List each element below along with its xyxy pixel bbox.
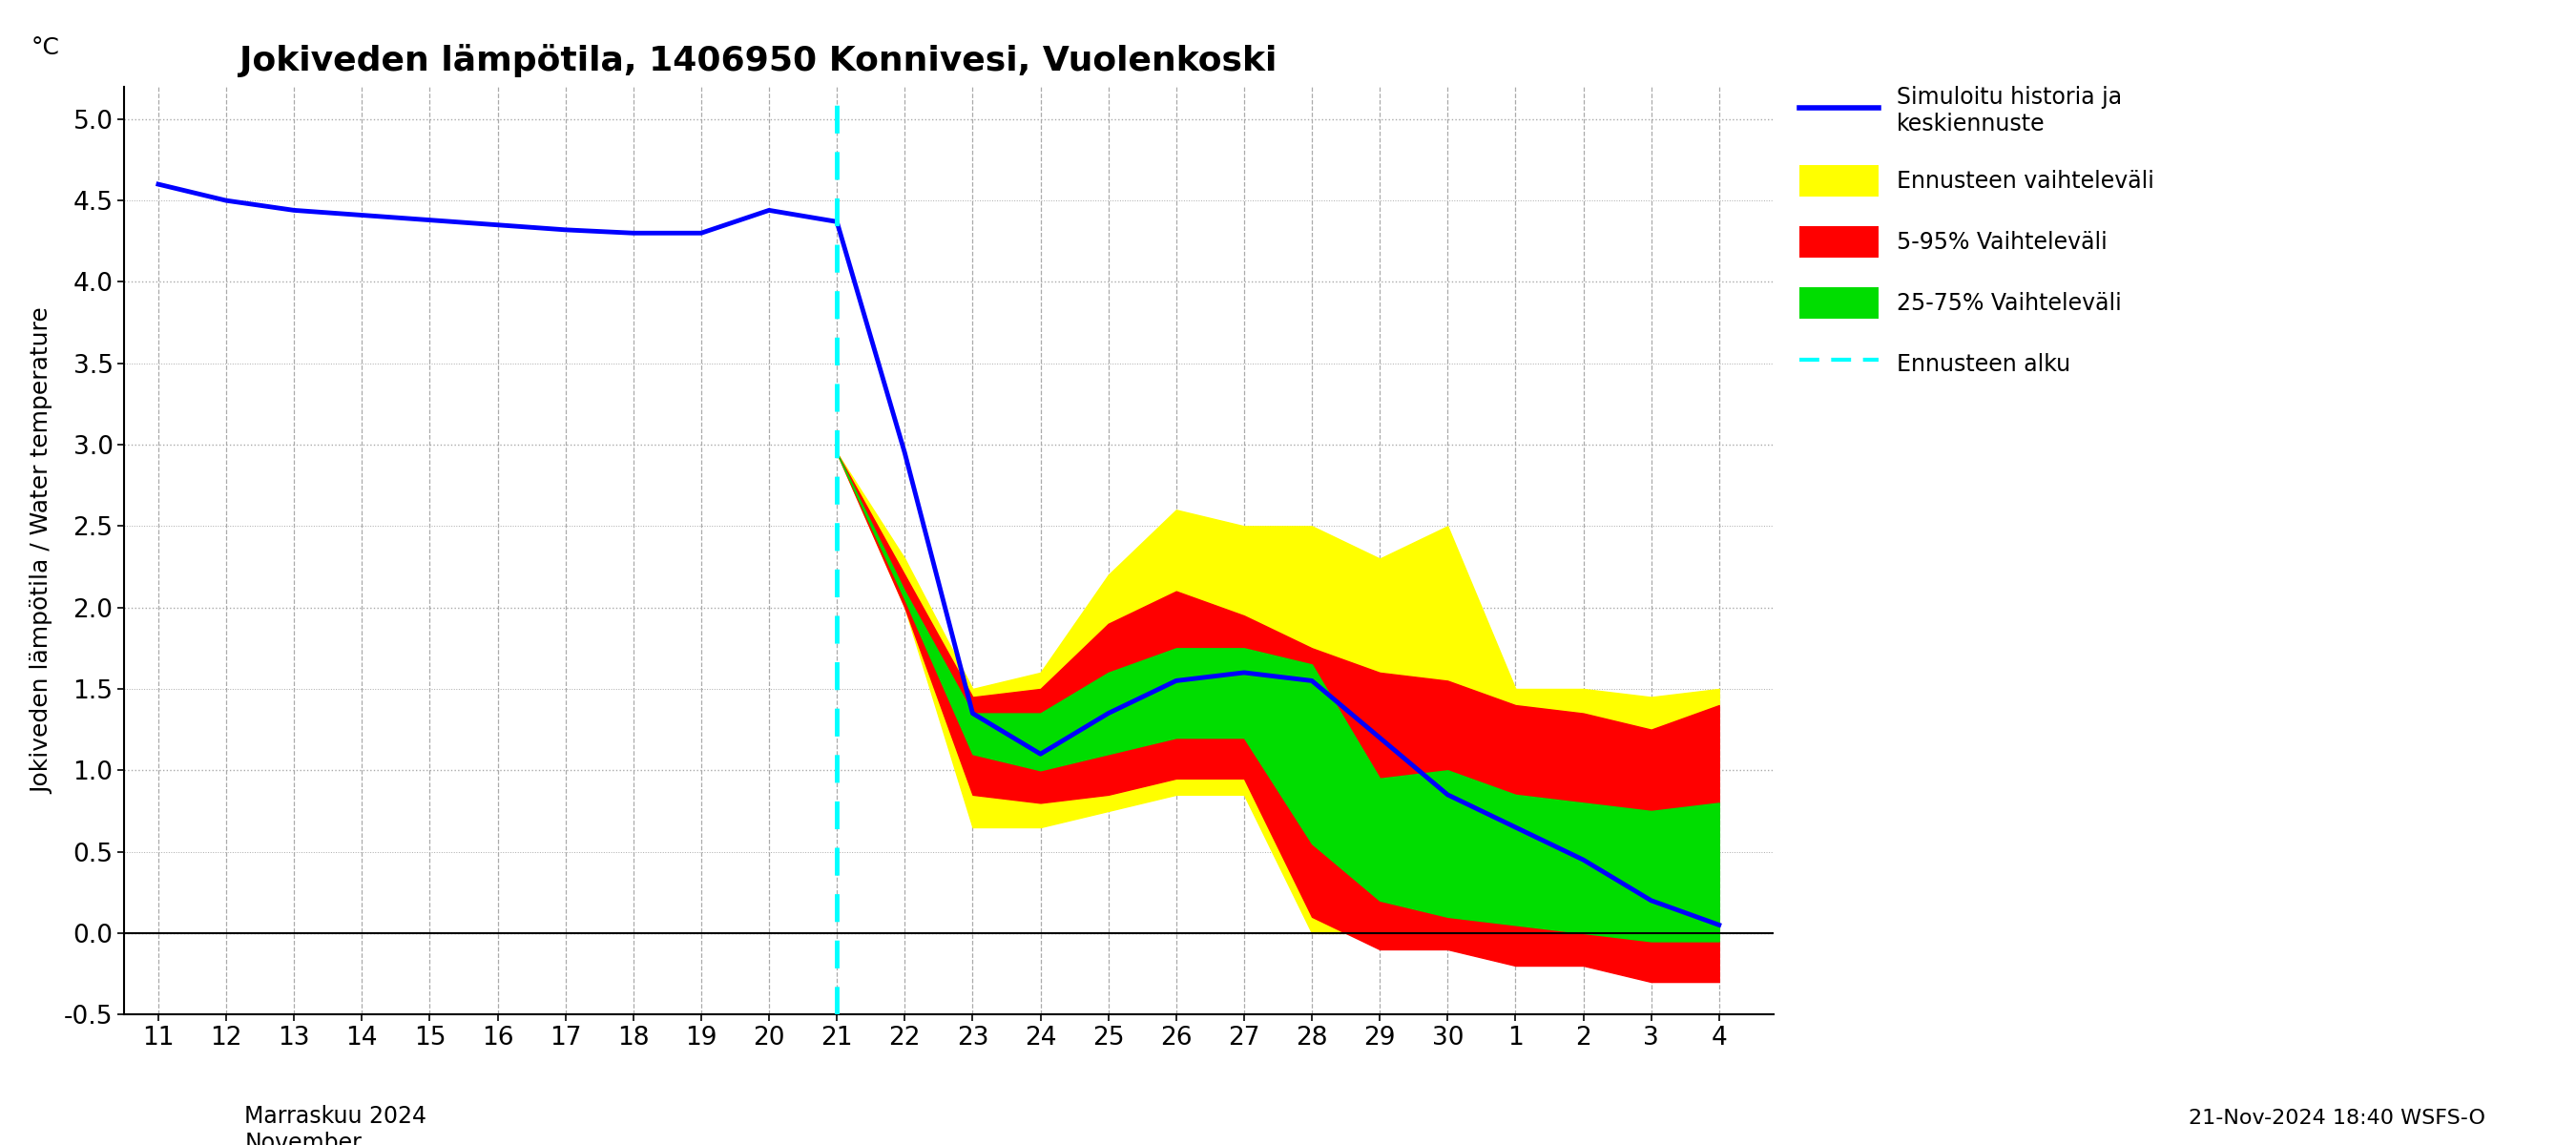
Text: Jokiveden lämpötila, 1406950 Konnivesi, Vuolenkoski: Jokiveden lämpötila, 1406950 Konnivesi, … xyxy=(240,44,1278,78)
Text: 21-Nov-2024 18:40 WSFS-O: 21-Nov-2024 18:40 WSFS-O xyxy=(2190,1108,2486,1128)
Legend: Simuloitu historia ja
keskiennuste, Ennusteen vaihteleväli, 5-95% Vaihteleväli, : Simuloitu historia ja keskiennuste, Ennu… xyxy=(1793,79,2161,387)
Text: °C: °C xyxy=(31,35,59,58)
Y-axis label: Jokiveden lämpötila / Water temperature: Jokiveden lämpötila / Water temperature xyxy=(31,307,54,793)
Text: Marraskuu 2024
November: Marraskuu 2024 November xyxy=(245,1105,428,1145)
